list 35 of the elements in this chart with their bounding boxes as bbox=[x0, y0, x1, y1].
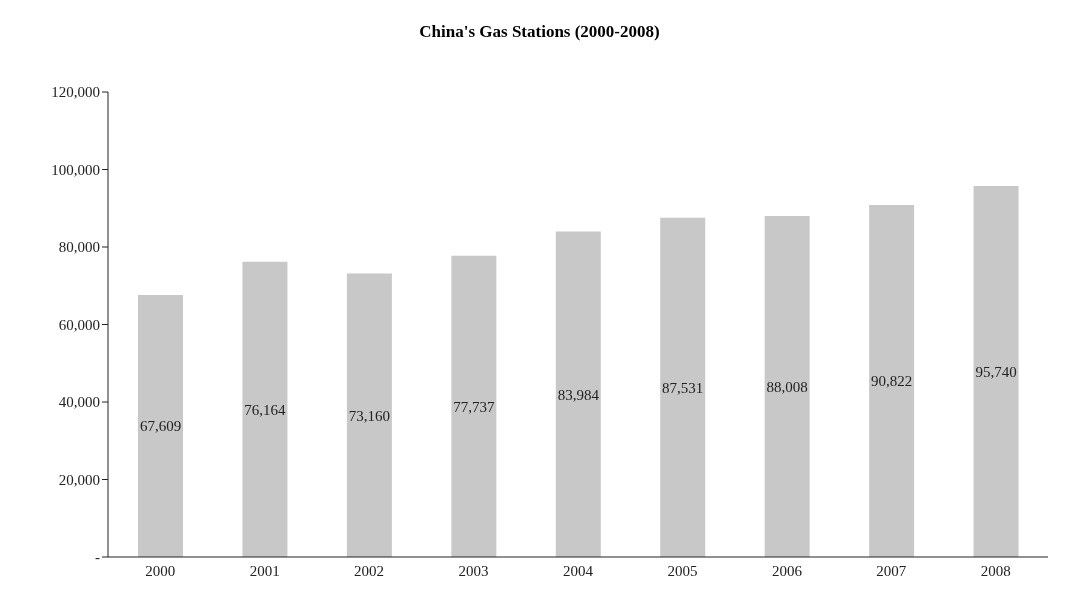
x-tick-label: 2005 bbox=[667, 562, 698, 579]
bar bbox=[764, 215, 810, 557]
bar bbox=[660, 217, 706, 557]
data-label: 90,822 bbox=[870, 373, 913, 390]
x-tick-label: 2000 bbox=[145, 562, 176, 579]
bar bbox=[138, 295, 183, 557]
data-label: 77,737 bbox=[453, 398, 495, 415]
bar bbox=[973, 186, 1019, 557]
data-label: 95,740 bbox=[975, 363, 1017, 380]
data-label: 88,008 bbox=[766, 378, 808, 395]
y-tick-label: 80,000 bbox=[58, 239, 100, 256]
y-tick-label: 100,000 bbox=[51, 161, 100, 178]
y-tick-label: - bbox=[95, 549, 100, 566]
data-label: 73,160 bbox=[348, 407, 391, 424]
x-tick-label: 2004 bbox=[563, 562, 594, 579]
bar bbox=[869, 205, 915, 557]
y-tick-label: 20,000 bbox=[58, 471, 100, 488]
x-tick-label: 2001 bbox=[249, 562, 280, 579]
x-tick-label: 2007 bbox=[876, 562, 907, 579]
x-tick-label: 2006 bbox=[771, 562, 803, 579]
bar bbox=[242, 261, 288, 557]
y-tick-label: 60,000 bbox=[58, 316, 100, 333]
bar bbox=[346, 273, 392, 557]
bar bbox=[451, 255, 497, 557]
chart-title: China's Gas Stations (2000-2008) bbox=[418, 21, 661, 43]
data-label: 87,531 bbox=[662, 379, 704, 396]
data-label: 67,609 bbox=[139, 418, 182, 435]
x-tick-label: 2002 bbox=[354, 562, 385, 579]
y-tick-label: 120,000 bbox=[51, 84, 100, 101]
x-tick-label: 2008 bbox=[980, 562, 1011, 579]
x-tick-label: 2003 bbox=[458, 562, 489, 579]
y-tick-label: 40,000 bbox=[58, 394, 100, 411]
bar bbox=[555, 231, 601, 557]
data-label: 76,164 bbox=[244, 401, 287, 418]
data-label: 83,984 bbox=[557, 386, 600, 403]
